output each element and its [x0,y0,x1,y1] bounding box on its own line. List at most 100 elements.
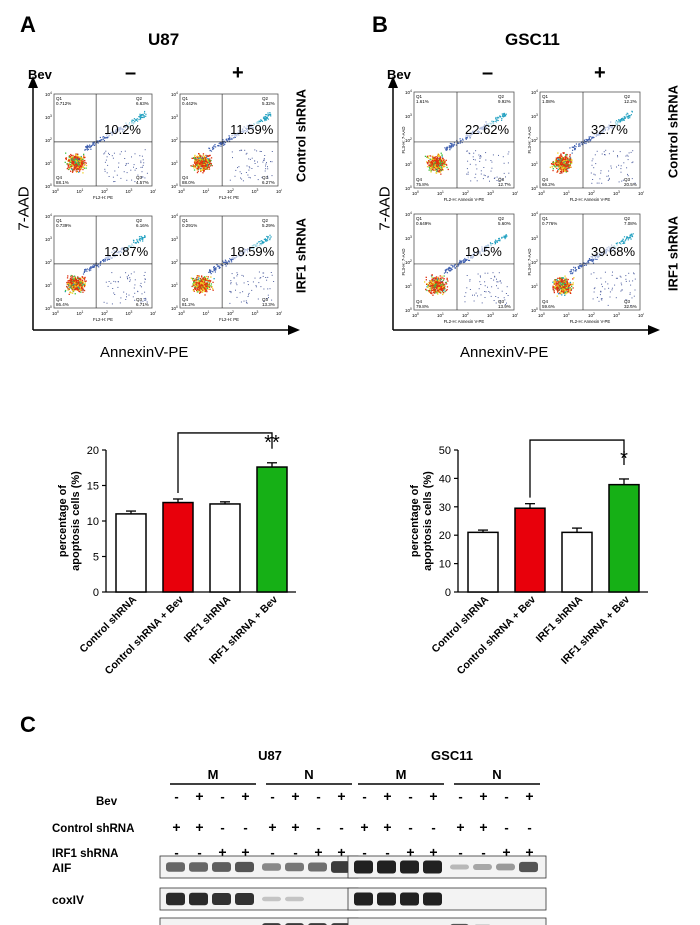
blot-band [235,892,254,906]
quadrant-value-q4: 79.8% [416,304,429,309]
treatment-sign: - [220,820,224,835]
flow-plot-b4: Q1 0.776% Q2 7.08% Q4 59.6% Q3 32.6% 100 100 101 10… [526,210,645,324]
treatment-sign: + [218,844,226,860]
treatment-sign: + [456,819,464,835]
axis-tick-label: 102 [462,190,469,196]
axis-tick-label: 100 [45,305,52,311]
blot-band [377,860,396,874]
axis-tick-label: 100 [538,312,545,318]
axis-tick-label: 104 [405,89,412,95]
axis-tick-label: 103 [487,190,494,196]
quadrant-value-q4: 86.4% [56,302,69,307]
axis-tick-label: 103 [171,114,178,120]
group-title-u87: U87 [258,748,282,763]
axis-tick-label: 100 [171,183,178,189]
axis-tick-label: 102 [101,310,108,316]
flow-plot-y-label: FL3-H: 7-AAD [401,249,406,276]
axis-tick-label: 101 [203,310,210,316]
y-tick-label: 40 [439,473,451,485]
axis-tick-label: 103 [171,236,178,242]
axis-tick-label: 101 [171,282,178,288]
quadrant-label-q1: Q1 [56,218,63,223]
apoptosis-percentage-label: 18.59% [230,243,275,259]
apoptosis-percentage-label: 11.59% [230,121,274,137]
treatment-sign: - [362,845,366,860]
x-tick-label: IRF1 shRNA [182,593,234,645]
axis-tick-label: 102 [227,188,234,194]
treatment-sign: - [270,845,274,860]
axis-tick-label: 100 [531,307,538,313]
treatment-sign: + [337,788,345,804]
significance-marker: * [620,448,628,470]
treatment-sign: + [291,819,299,835]
quadrant-label-q1: Q1 [182,96,189,101]
panel-b-axes [388,76,660,335]
quadrant-value-q2: 5.32% [262,101,275,106]
axis-tick-label: 103 [45,114,52,120]
axis-tick-label: 104 [45,91,52,97]
flow-plot-frame [53,93,153,187]
quadrant-label-q2: Q2 [498,216,505,221]
blot-band [285,862,304,872]
treatment-sign: + [383,788,391,804]
flow-plot-x-label: FL2-H: Annexin V-PE [570,319,611,324]
panel-a-bev-label: Bev [28,67,52,82]
quadrant-value-q3: 4.57% [136,180,149,185]
apoptosis-percentage-label: 19.5% [465,243,502,259]
treatment-row-label: IRF1 shRNA [52,848,118,860]
quadrant-label-q1: Q1 [56,96,63,101]
western-blot-panel: U87 GSC11 M N M N Bev Control shRNA IRF1 shRNA - +… [52,748,547,925]
flow-plot-b3: Q1 0.649% Q2 5.60% Q4 79.8% Q3 13.9% 100 100 101 10… [400,210,519,324]
axis-tick-label: 104 [150,188,156,194]
x-tick-label: IRF1 shRNA [534,593,586,645]
quadrant-label-q2: Q2 [136,218,143,223]
quadrant-label-q1: Q1 [542,216,549,221]
treatment-sign: - [243,820,247,835]
axis-tick-label: 102 [45,137,52,143]
treatment-sign: + [383,819,391,835]
quadrant-label-q4: Q4 [542,299,549,304]
quadrant-value-q3: 13.3% [262,302,275,307]
y-tick-label: 30 [439,502,451,514]
flow-plot-y-label: FL3-H: 7-AAD [401,127,406,154]
treatment-sign: + [360,819,368,835]
axis-tick-label: 104 [638,190,644,196]
treatment-sign: - [174,845,178,860]
panel-b-letter: B [372,12,388,37]
flow-plot-b1: Q1 1.61% Q2 9.92% Q4 75.8% Q3 12.7% 100 100 101 101… [400,88,519,202]
axis-tick-label: 100 [531,185,538,191]
y-tick-label: 50 [439,445,451,457]
axis-tick-label: 104 [512,190,518,196]
treatment-sign: + [172,819,180,835]
quadrant-label-q2: Q2 [136,96,143,101]
quadrant-label-q3: Q3 [498,299,505,304]
blot-band [354,892,373,906]
treatment-sign: - [293,845,297,860]
axis-tick-label: 103 [126,310,133,316]
apoptosis-percentage-label: 10.2% [104,121,141,137]
axis-tick-label: 103 [405,235,412,241]
axis-tick-label: 102 [405,137,412,143]
quadrant-label-q2: Q2 [624,216,631,221]
blot-band [473,864,492,870]
quadrant-label-q2: Q2 [262,96,269,101]
treatment-sign: - [316,789,320,804]
treatment-sign: - [362,789,366,804]
axis-tick-label: 100 [52,310,59,316]
axis-tick-label: 101 [45,160,52,166]
blot-label: Lamin B [52,923,100,925]
axis-tick-label: 100 [178,310,185,316]
quadrant-value-q1: 1.08% [542,99,555,104]
panel-a-bev-plus: + [232,62,244,84]
quadrant-value-q2: 5.29% [262,223,275,228]
panel-a-axes [28,76,300,335]
blot-band [400,860,419,874]
bar-3 [256,466,288,593]
significance-bracket [177,432,273,493]
axis-tick-label: 103 [531,235,538,241]
